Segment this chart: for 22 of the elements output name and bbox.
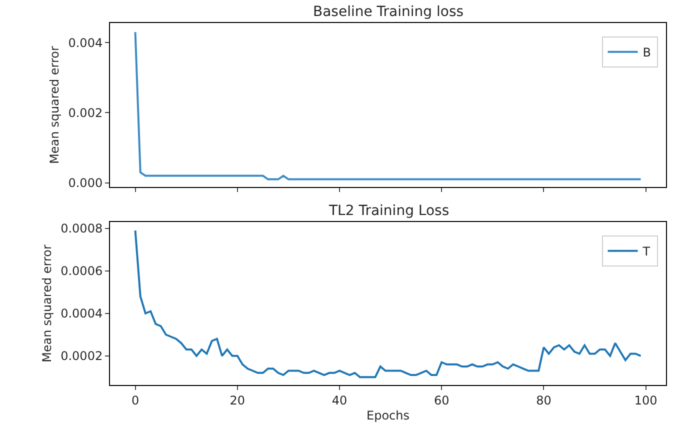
x-tick-label: 100 bbox=[634, 393, 658, 408]
x-tick-label: 20 bbox=[230, 393, 246, 408]
y-tick-label: 0.0004 bbox=[60, 306, 103, 321]
x-tick-label: 0 bbox=[131, 393, 140, 408]
y-tick-label: 0.0008 bbox=[60, 222, 103, 236]
x-tick-label: 40 bbox=[332, 393, 348, 408]
y-tick-label: 0.004 bbox=[68, 36, 103, 50]
x-tick-label: 80 bbox=[536, 393, 552, 408]
line-series bbox=[134, 31, 642, 180]
x-tick-label: 60 bbox=[434, 393, 450, 408]
legend-label: B bbox=[642, 46, 651, 60]
y-tick-label: 0.0006 bbox=[60, 264, 103, 278]
y-tick-label: 0.002 bbox=[68, 106, 103, 120]
x-axis-title: Epochs bbox=[366, 408, 410, 422]
y-tick-label: 0.000 bbox=[68, 176, 103, 190]
y-tick-label: 0.0002 bbox=[60, 349, 103, 364]
y-axis-title: Mean squared error bbox=[40, 244, 54, 362]
chart-title: Baseline Training loss bbox=[313, 4, 464, 20]
line-series bbox=[134, 230, 642, 378]
y-axis-title: Mean squared error bbox=[48, 46, 62, 164]
chart-title: TL2 Training Loss bbox=[328, 203, 450, 219]
legend-label: T bbox=[642, 244, 651, 258]
